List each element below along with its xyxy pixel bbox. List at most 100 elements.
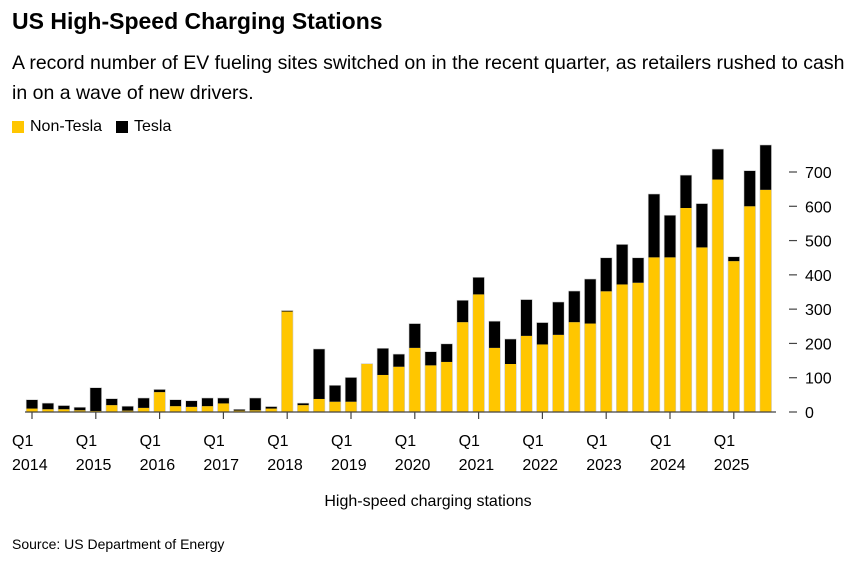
bar-tesla [728,257,740,262]
x-tick-label: Q1 [395,433,416,450]
bar-tesla [138,398,150,408]
bar-tesla [106,398,118,406]
x-tick-label: Q1 [714,433,735,450]
bar-non-tesla [233,410,245,412]
x-tick-year: 2019 [331,457,367,474]
bar-non-tesla [345,401,357,412]
legend-item-non-tesla: Non-Tesla [12,118,102,136]
bar-tesla [217,398,229,404]
legend: Non-Tesla Tesla [12,118,171,136]
chart-title: US High-Speed Charging Stations [12,8,383,34]
bar-tesla [457,300,469,323]
bar-non-tesla [361,364,373,412]
y-tick-label: 100 [805,371,832,388]
bar-non-tesla [473,294,485,412]
bar-non-tesla [441,361,453,412]
bar-non-tesla [170,406,182,412]
bar-tesla [489,321,501,348]
bar-non-tesla [297,405,309,412]
bar-tesla [600,258,612,292]
bar-tesla [520,299,532,336]
x-tick-year: 2014 [12,457,48,474]
bar-non-tesla [696,247,708,412]
bar-tesla [345,377,357,402]
bar-non-tesla [536,344,548,412]
x-tick-label: Q1 [650,433,671,450]
bar-non-tesla [728,261,740,412]
bar-tesla [568,291,580,323]
bar-non-tesla [154,392,166,412]
y-tick-label: 0 [805,405,814,422]
bar-non-tesla [616,284,628,412]
bar-tesla [201,398,213,407]
bar-non-tesla [377,374,389,412]
x-tick-label: Q1 [203,433,224,450]
bar-tesla [393,354,405,367]
bar-tesla [170,400,182,407]
bar-tesla [616,244,628,285]
bar-tesla [536,322,548,345]
bar-non-tesla [505,364,516,412]
y-tick-label: 700 [805,165,832,182]
x-tick-year: 2016 [140,457,176,474]
bar-non-tesla [648,257,660,412]
bar-non-tesla [632,282,644,412]
bar-tesla [42,403,54,410]
legend-swatch-non-tesla [12,121,24,133]
bar-tesla [712,149,724,180]
x-tick-year: 2018 [267,457,303,474]
bar-non-tesla [712,179,724,412]
legend-item-tesla: Tesla [116,118,171,136]
bar-non-tesla [329,401,341,412]
x-tick-year: 2025 [714,457,750,474]
x-tick-year: 2024 [650,457,686,474]
bar-tesla [584,279,596,324]
bar-non-tesla [281,311,293,412]
x-tick-year: 2023 [586,457,622,474]
bar-tesla [648,194,660,258]
bar-non-tesla [26,408,38,412]
bar-tesla [473,277,485,295]
x-tick-label: Q1 [586,433,607,450]
x-tick-label: Q1 [522,433,543,450]
bar-tesla [74,407,86,411]
bar-tesla [744,170,756,207]
source-note: Source: US Department of Energy [12,536,225,552]
bar-tesla [265,406,277,409]
bar-tesla [233,409,245,411]
x-tick-year: 2020 [395,457,431,474]
bar-non-tesla [584,323,596,412]
bar-tesla [249,398,261,411]
bar-non-tesla [409,347,421,412]
x-tick-label: Q1 [140,433,161,450]
legend-label: Tesla [134,118,172,135]
bar-non-tesla [186,406,197,412]
legend-swatch-tesla [116,121,129,133]
bar-non-tesla [201,406,213,412]
x-tick-year: 2017 [203,457,239,474]
bar-tesla [154,389,166,393]
bar-non-tesla [217,403,229,412]
bar-tesla [90,388,102,411]
bar-tesla [409,323,421,348]
y-tick-label: 600 [805,199,832,216]
bar-non-tesla [425,365,437,412]
bar-non-tesla [122,410,134,412]
bar-tesla [441,344,453,362]
bar-tesla [760,145,772,190]
bar-tesla [696,203,708,248]
bar-tesla [186,401,197,407]
bar-non-tesla [760,189,772,412]
bar-non-tesla [138,407,150,412]
bar-non-tesla [664,257,676,412]
legend-label: Non-Tesla [30,118,103,135]
bar-tesla [329,385,341,402]
x-tick-year: 2022 [522,457,558,474]
x-tick-label: Q1 [267,433,288,450]
bar-tesla [313,349,325,399]
y-tick-label: 200 [805,336,832,353]
bar-non-tesla [74,410,86,412]
bar-tesla [122,406,134,411]
y-tick-label: 400 [805,268,832,285]
